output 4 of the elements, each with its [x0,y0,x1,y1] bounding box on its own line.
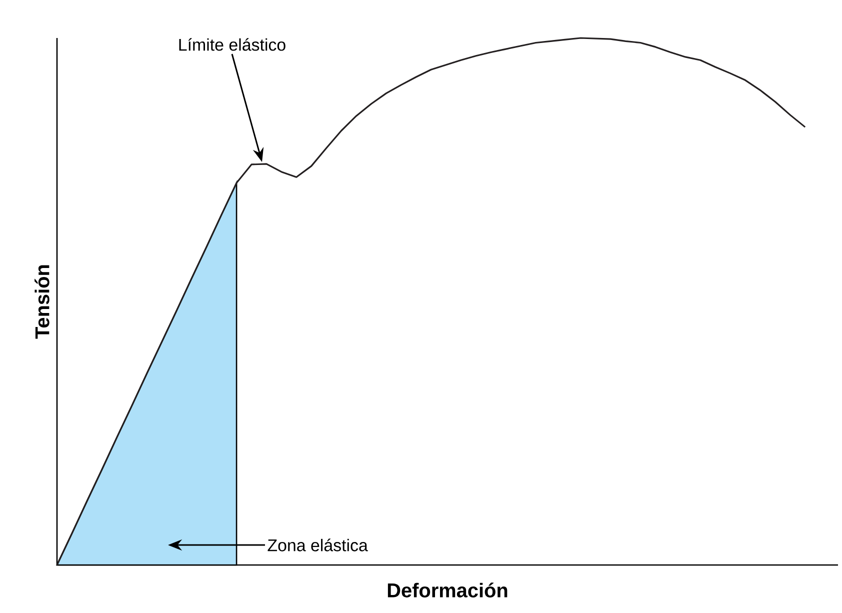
annotation: Zona elástica [268,538,368,552]
x-axis-title: Deformación [388,582,508,598]
y-axis-title: Tensión [34,265,50,339]
annotation: Límite elástico [179,38,286,51]
